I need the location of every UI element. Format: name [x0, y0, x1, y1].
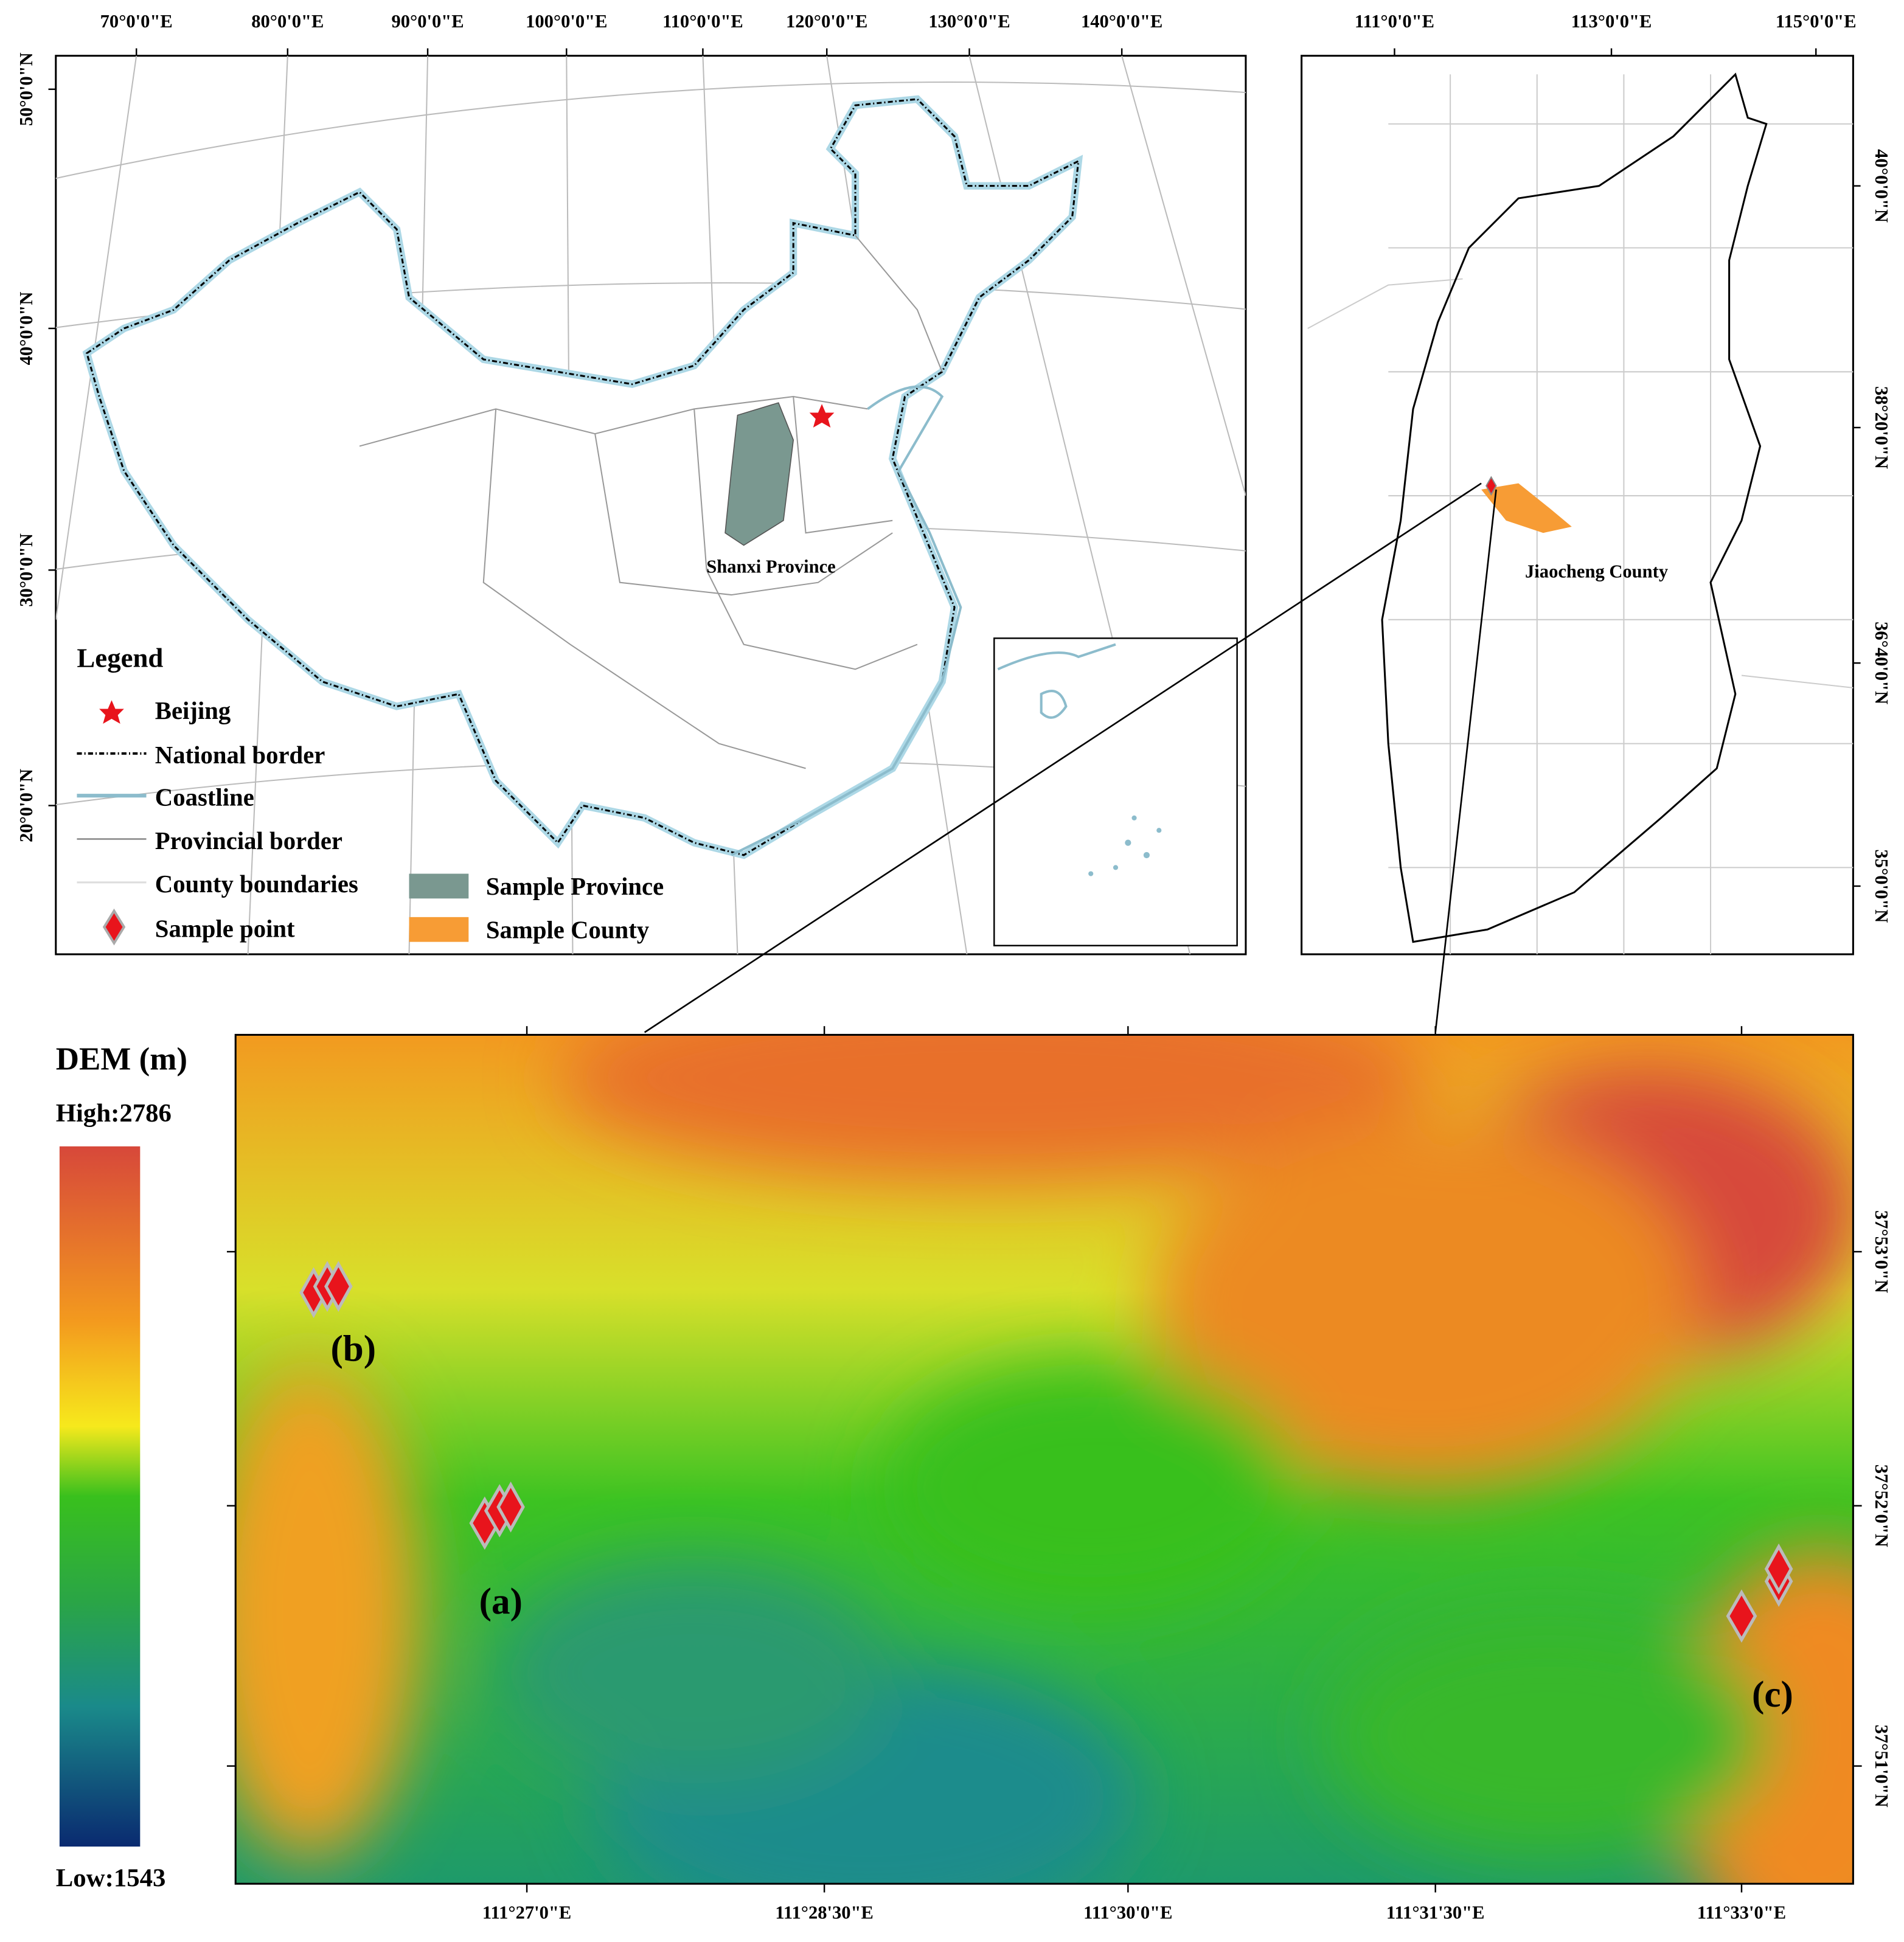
legend-label: Sample County	[486, 917, 649, 944]
y-tick-label: 37°51'0"N	[1871, 1725, 1892, 1808]
legend-label: Beijing	[155, 697, 231, 724]
y-tick-label: 36°40'0"N	[1871, 622, 1892, 704]
sample-points	[299, 1261, 1793, 1643]
x-tick-label: 80°0'0"E	[251, 11, 324, 32]
y-tick-label: 38°20'0"N	[1871, 386, 1892, 469]
y-tick-label: 37°53'0"N	[1871, 1210, 1892, 1293]
y-tick-label: 37°52'0"N	[1871, 1465, 1892, 1547]
x-tick-label: 115°0'0"E	[1776, 11, 1857, 32]
x-tick-label: 111°33'0"E	[1697, 1902, 1786, 1923]
legend: Legend	[77, 642, 469, 946]
dem-title: DEM (m)	[56, 1041, 187, 1077]
site-label: (c)	[1752, 1674, 1793, 1715]
x-tick-label: 111°0'0"E	[1355, 11, 1434, 32]
legend-symbol	[99, 700, 124, 724]
y-tick-label: 40°0'0"N	[16, 292, 36, 366]
site-label: (b)	[330, 1328, 376, 1369]
y-tick-label: 35°0'0"N	[1871, 850, 1892, 923]
dem-colorbar	[59, 1146, 141, 1847]
y-tick-label: 30°0'0"N	[16, 533, 36, 607]
legend-symbol	[409, 917, 469, 942]
x-tick-label: 111°27'0"E	[482, 1902, 571, 1923]
site-label: (a)	[479, 1581, 523, 1622]
x-tick-label: 90°0'0"E	[392, 11, 464, 32]
legend-symbol	[102, 908, 126, 946]
x-tick-label: 130°0'0"E	[928, 11, 1010, 32]
connector	[1434, 489, 1497, 1033]
legend-label: Sample point	[155, 915, 295, 942]
legend-label: County boundaries	[155, 870, 358, 898]
x-tick-label: 100°0'0"E	[526, 11, 607, 32]
dem-low: Low:1543	[56, 1864, 166, 1892]
x-tick-label: 110°0'0"E	[662, 11, 743, 32]
y-tick-label: 50°0'0"N	[16, 52, 36, 126]
legend-symbol	[409, 873, 469, 899]
x-tick-label: 113°0'0"E	[1571, 11, 1652, 32]
connector	[644, 482, 1482, 1033]
y-tick-label: 40°0'0"N	[1871, 149, 1892, 223]
china-map: Shanxi Province	[55, 55, 1247, 955]
province-label: Shanxi Province	[706, 556, 835, 577]
legend-label: Coastline	[155, 783, 254, 811]
dem-high: High:2786	[56, 1099, 172, 1128]
x-tick-label: 111°30'0"E	[1083, 1902, 1172, 1923]
county-label: Jiaocheng County	[1525, 561, 1668, 582]
x-tick-label: 70°0'0"E	[100, 11, 173, 32]
legend-title: Legend	[77, 642, 163, 673]
x-tick-label: 120°0'0"E	[786, 11, 867, 32]
x-tick-label: 111°31'30"E	[1386, 1902, 1485, 1923]
dem-legend: DEM (m) High:2786 Low:1543	[56, 1041, 187, 1892]
x-tick-label: 140°0'0"E	[1081, 11, 1162, 32]
legend-label: Sample Province	[486, 873, 664, 900]
legend-label: National border	[155, 741, 325, 769]
x-tick-label: 111°28'30"E	[775, 1902, 874, 1923]
dem-map	[234, 1033, 1854, 1885]
legend-label: Provincial border	[155, 827, 342, 855]
shanxi-map: Jiaocheng County	[1301, 55, 1854, 955]
y-tick-label: 20°0'0"N	[16, 769, 36, 842]
